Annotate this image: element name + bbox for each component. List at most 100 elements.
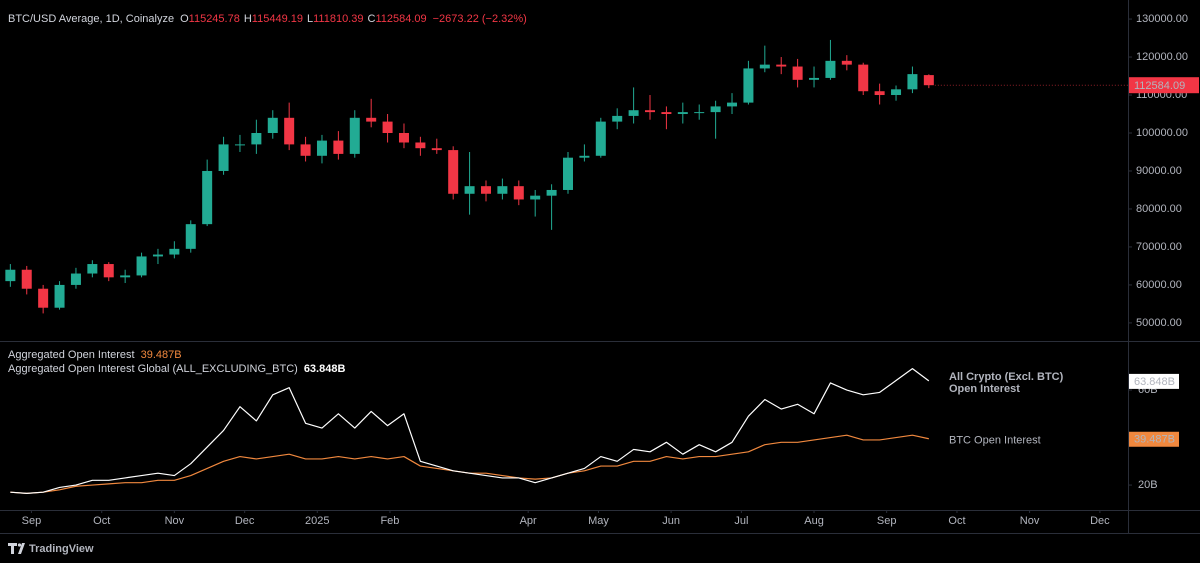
x-tick-label: Sep [877,515,897,527]
candle-body [152,254,163,257]
candle-body [628,110,639,116]
candle-body [563,157,573,190]
annotation: All Crypto (Excl. BTC) [949,371,1064,383]
value-badge [1129,431,1179,447]
candle-body [284,117,295,145]
candle-body [792,66,803,80]
x-tick-label: Aug [804,515,824,527]
ohlc-letter: H [244,13,252,25]
candle-body [727,102,738,107]
ohlc-letter: L [307,13,313,25]
candle-body [316,140,327,156]
candle-body [464,186,475,194]
logo-mark [8,543,25,554]
x-tick-label: Dec [235,515,255,527]
high-value: 115449.19 [252,13,303,25]
x-tick-label: May [588,515,609,527]
oi-legend: Aggregated Open Interest Global (ALL_EXC… [8,363,345,375]
x-tick-label: Dec [1090,515,1110,527]
value-badge-label: 39.487B [1134,434,1175,446]
candle-body [612,115,623,122]
annotation: BTC Open Interest [949,435,1041,447]
candle-body [38,288,49,308]
logo-dot [17,543,22,547]
candle-body [694,112,705,114]
candle-body [497,186,508,194]
candle-body [120,275,131,278]
candle-body [743,68,754,103]
candle-body [677,112,688,115]
x-tick-label: Oct [93,515,110,527]
candle-body [431,148,442,151]
legend-name: Aggregated Open Interest Global (ALL_EXC… [8,363,298,375]
candle-body [267,117,278,133]
candle-body [87,264,98,274]
value-badge [1129,373,1179,389]
x-tick-label: Jul [734,515,748,527]
close-value: 112584.09 [375,13,426,25]
candle-body [103,264,114,278]
y-tick-label: 50000.00 [1136,317,1182,329]
value-badge-label: 63.848B [1134,376,1175,388]
candle-body [776,64,787,67]
y-tick-label: 130000.00 [1136,13,1188,25]
x-tick-label: Oct [948,515,965,527]
x-tick-label: Apr [520,515,537,527]
candle-body [841,60,852,65]
candle-body [923,75,934,86]
price-badge-label: 112584.09 [1134,80,1185,92]
y-tick-label: 80000.00 [1136,203,1182,215]
x-tick-label: Jun [662,515,680,527]
candle-body [136,256,147,276]
price-legend: BTC/USD Average, 1D, Coinalyze O115245.78… [8,13,527,25]
candle-body [54,284,65,308]
candle-body [251,132,262,145]
candle-body [513,186,524,200]
candle-body [300,144,311,156]
candle-body [398,132,409,143]
candle-body [759,64,770,69]
candle-body [448,150,459,194]
candle-body [5,269,16,282]
y-tick-label: 120000.00 [1136,51,1188,63]
candle-body [202,170,213,225]
candle-body [891,89,902,96]
y-tick-label: 60000.00 [1136,279,1182,291]
ohlc-letter: C [367,13,375,25]
oi-legend: Aggregated Open Interest 39.487B [8,349,182,361]
candle-body [907,74,918,90]
candle-body [874,91,885,96]
candle-body [415,142,426,149]
candle-body [661,112,672,115]
oi-line [10,368,930,494]
candle-body [21,269,32,289]
candle-body [645,110,656,113]
legend-value: 63.848B [304,363,346,375]
logo: TradingView [8,543,94,555]
candle-body [382,121,393,133]
candle-body [169,248,180,255]
candle-body [825,60,836,78]
x-tick-label: 2025 [305,515,329,527]
candle-body [366,117,377,122]
candles [5,39,934,314]
x-tick-label: Sep [22,515,42,527]
y-tick-label: 90000.00 [1136,165,1182,177]
legend-value: 39.487B [141,349,182,361]
open-value: 115245.78 [189,13,240,25]
y-tick-label: 100000.00 [1136,127,1188,139]
x-tick-label: Nov [165,515,185,527]
brand: TradingView [29,543,94,555]
candle-body [710,106,721,113]
candle-body [218,144,229,171]
y-tick-label: 20B [1138,479,1158,491]
candle-body [234,144,245,146]
change: −2673.22 (−2.32%) [433,13,527,25]
candle-body [333,140,344,154]
candle-body [579,155,590,158]
ohlc-letter: O [180,13,189,25]
low-value: 111810.39 [313,13,363,25]
legend-name: Aggregated Open Interest [8,349,135,361]
